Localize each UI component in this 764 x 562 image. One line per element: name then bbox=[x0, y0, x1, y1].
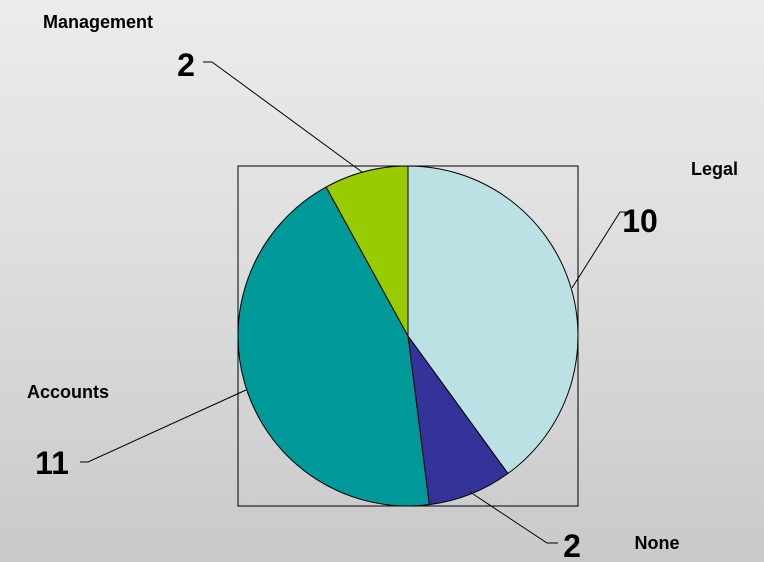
value-label-legal: 10 bbox=[622, 203, 658, 239]
category-label-accounts: Accounts bbox=[27, 382, 109, 402]
pie-slices bbox=[237, 165, 579, 507]
value-label-none: 2 bbox=[563, 528, 581, 562]
value-label-management: 2 bbox=[177, 47, 195, 83]
pie-slice-accounts bbox=[237, 186, 430, 507]
pie-slice-legal bbox=[407, 165, 579, 475]
leader-line-legal bbox=[571, 211, 630, 289]
category-label-none: None bbox=[635, 533, 680, 553]
category-label-legal: Legal bbox=[691, 159, 738, 179]
leader-line-accounts bbox=[80, 389, 247, 463]
pie-slice-management bbox=[325, 165, 409, 337]
category-label-management: Management bbox=[43, 12, 153, 32]
value-label-accounts: 11 bbox=[35, 445, 69, 481]
leader-line-none bbox=[469, 491, 558, 544]
data-labels: Legal 10 None 2 Accounts 11 Management 2 bbox=[27, 12, 738, 562]
leader-line-management bbox=[203, 61, 363, 173]
leader-lines bbox=[80, 61, 630, 544]
